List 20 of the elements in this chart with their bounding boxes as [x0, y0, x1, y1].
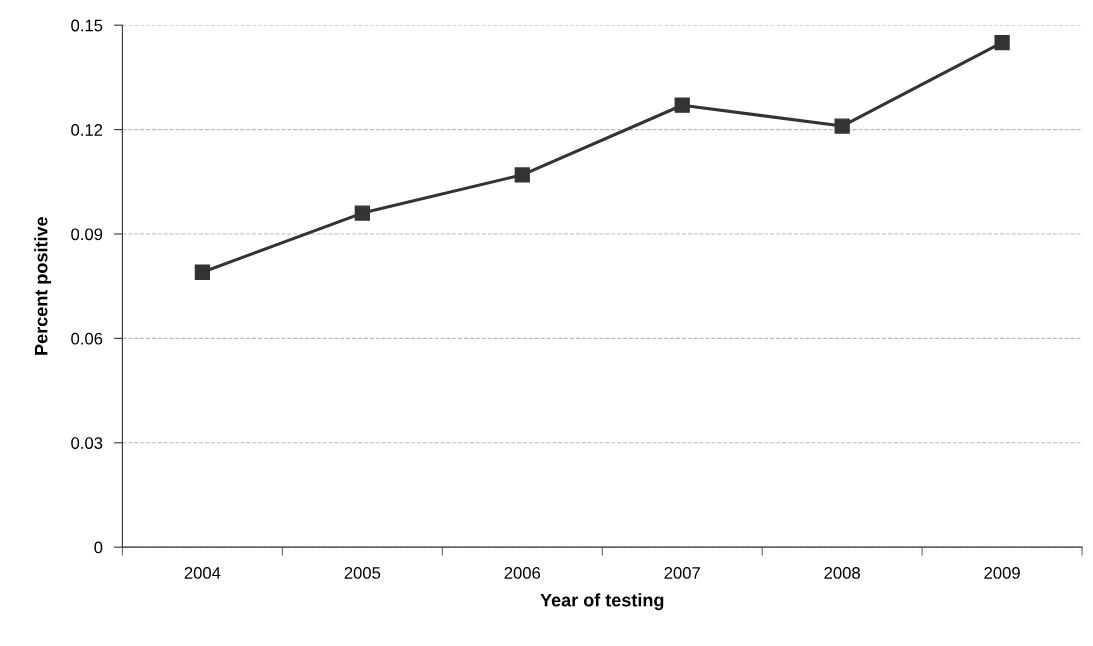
point [194, 264, 211, 280]
y-tick-label: 0.15 [71, 19, 103, 32]
y-tick-label: 0 [94, 541, 103, 554]
x-tick-label: 2006 [504, 567, 541, 579]
point [354, 205, 370, 221]
x-tick-label: 2009 [984, 567, 1020, 579]
x-tick-label: 2004 [184, 567, 221, 579]
point [834, 118, 850, 134]
x-axis-title: Year of testing [540, 593, 664, 611]
y-tick-label: 0.09 [71, 228, 103, 241]
x-tick-label: 2008 [824, 567, 860, 579]
point [674, 97, 690, 113]
x-tick-label: 2007 [664, 567, 700, 579]
y-tick-label: 0.12 [71, 123, 103, 136]
y-tick-label: 0.03 [71, 437, 103, 449]
point [514, 167, 530, 183]
y-axis-title: Percent positive [34, 217, 52, 355]
y-tick-label: 0.06 [71, 332, 103, 345]
x-tick-label: 2005 [344, 567, 381, 579]
point [994, 34, 1010, 51]
